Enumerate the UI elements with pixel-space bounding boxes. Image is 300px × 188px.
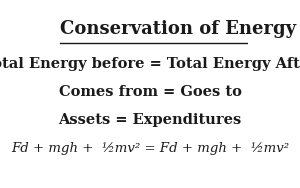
Text: Comes from = Goes to: Comes from = Goes to <box>58 85 242 99</box>
Text: Fd + mgh +  ½mv² = Fd + mgh +  ½mv²: Fd + mgh + ½mv² = Fd + mgh + ½mv² <box>11 142 289 155</box>
Text: Assets = Expenditures: Assets = Expenditures <box>58 113 242 127</box>
Text: Total Energy before = Total Energy After: Total Energy before = Total Energy After <box>0 57 300 71</box>
Text: Conservation of Energy: Conservation of Energy <box>60 20 296 38</box>
